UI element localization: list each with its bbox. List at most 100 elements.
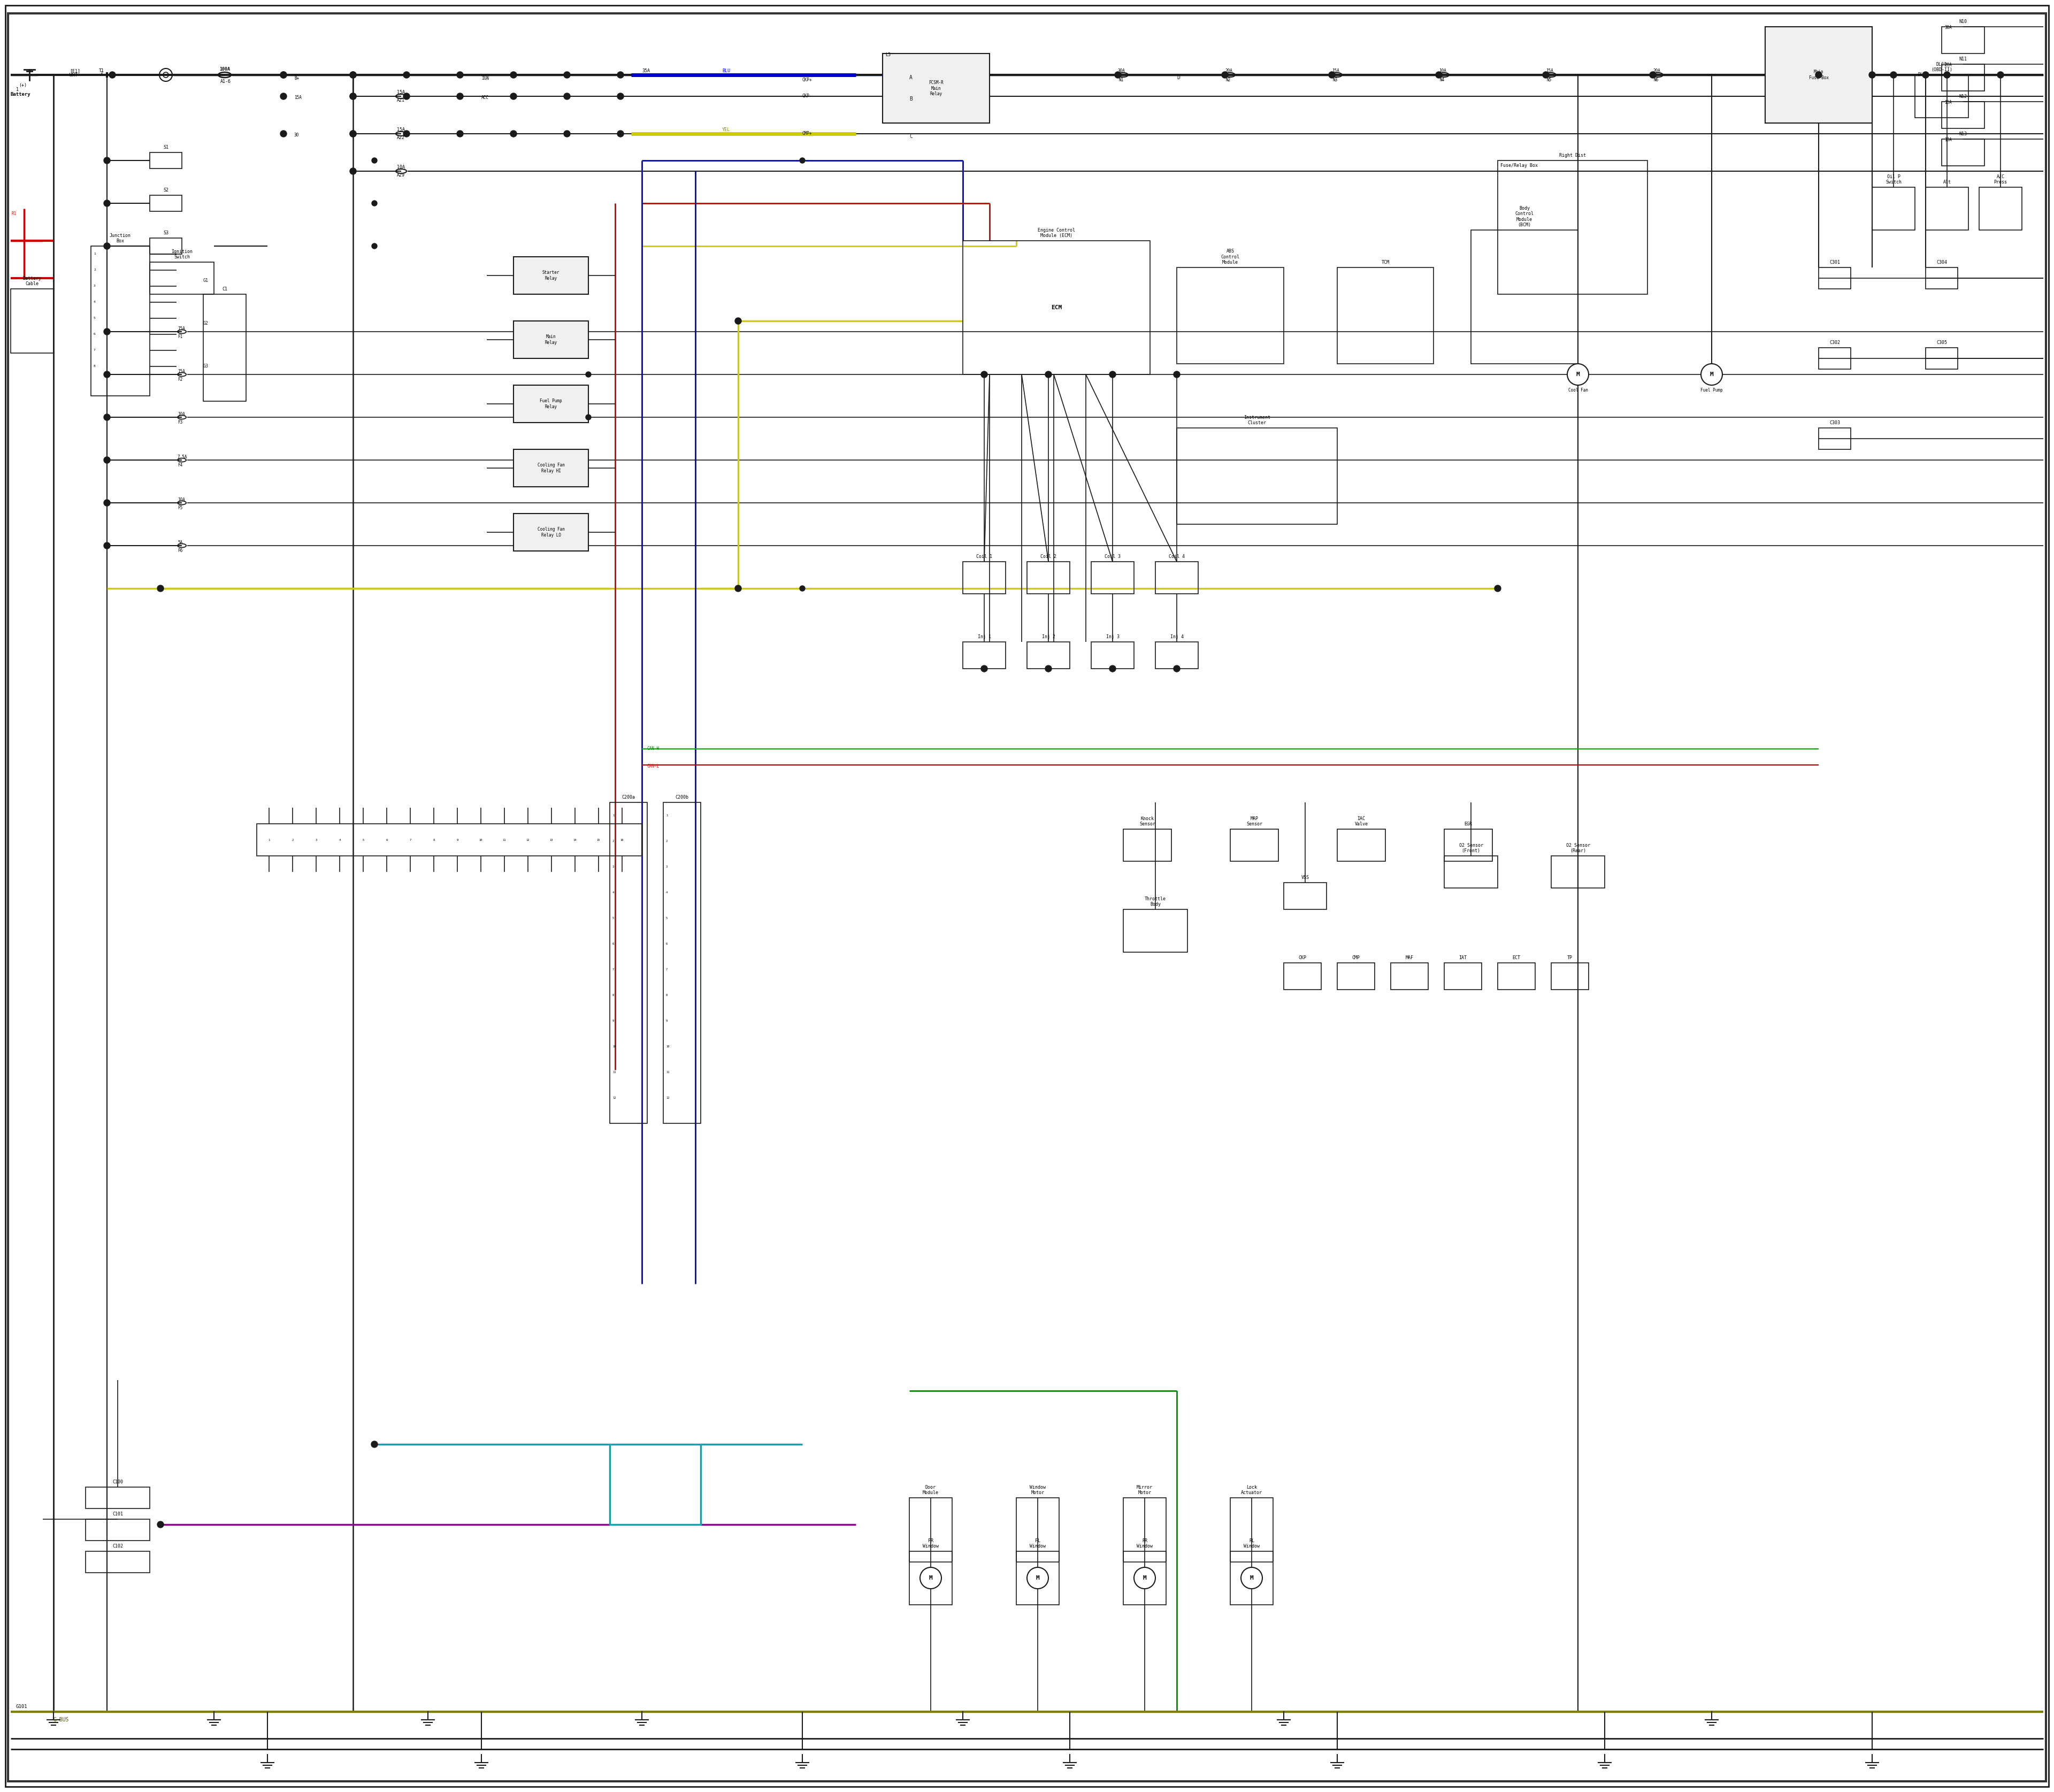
Text: N4: N4 — [1440, 77, 1444, 82]
Text: Coil 2: Coil 2 — [1041, 554, 1056, 559]
Text: N5: N5 — [1547, 77, 1553, 82]
Bar — [514, 450, 587, 487]
Circle shape — [1241, 1568, 1263, 1590]
Text: C200b: C200b — [676, 796, 688, 799]
Bar — [1284, 962, 1321, 989]
Text: ABS
Control
Module: ABS Control Module — [1220, 249, 1241, 265]
Text: A29: A29 — [396, 172, 405, 177]
Bar — [1124, 1552, 1167, 1606]
Bar — [1941, 27, 1984, 54]
Circle shape — [799, 586, 805, 591]
Bar — [1551, 857, 1604, 889]
Circle shape — [1173, 371, 1179, 378]
Text: Right Dist: Right Dist — [1559, 152, 1586, 158]
Bar — [963, 240, 1150, 375]
Text: 10A: 10A — [396, 165, 405, 170]
Text: 11: 11 — [503, 839, 505, 840]
Circle shape — [349, 168, 355, 174]
Circle shape — [920, 1568, 941, 1590]
Circle shape — [1329, 72, 1335, 79]
Text: Main
Fuse Box: Main Fuse Box — [1810, 70, 1828, 81]
Text: 15A: 15A — [177, 326, 185, 332]
Circle shape — [1109, 371, 1115, 378]
Text: Starter
Relay: Starter Relay — [542, 271, 559, 281]
Text: 16: 16 — [620, 839, 624, 840]
Bar — [910, 1498, 953, 1563]
Circle shape — [1996, 72, 2005, 79]
Bar — [610, 803, 647, 1124]
Bar — [1230, 830, 1278, 862]
Circle shape — [1567, 364, 1588, 385]
Circle shape — [585, 414, 592, 419]
Circle shape — [509, 93, 518, 100]
Bar — [1124, 830, 1171, 862]
Text: 1: 1 — [16, 88, 18, 91]
Text: C302: C302 — [1830, 340, 1840, 346]
Text: CKP-: CKP- — [803, 93, 811, 99]
Text: M: M — [1035, 1575, 1039, 1581]
Bar — [150, 152, 183, 168]
Text: C: C — [910, 134, 912, 140]
Text: F5: F5 — [177, 505, 183, 511]
Circle shape — [735, 586, 741, 591]
Text: RL
Window: RL Window — [1243, 1538, 1259, 1548]
Text: 20A: 20A — [1224, 68, 1232, 73]
Text: 10: 10 — [612, 1045, 616, 1048]
Text: G1: G1 — [203, 278, 210, 283]
Bar — [1337, 962, 1374, 989]
Bar — [1337, 267, 1434, 364]
Bar — [1818, 428, 1851, 450]
Bar — [86, 1552, 150, 1573]
Text: C303: C303 — [1830, 421, 1840, 425]
Circle shape — [1869, 72, 1875, 79]
Text: D: D — [1177, 75, 1179, 81]
Text: 100A: 100A — [220, 66, 230, 72]
Bar — [203, 294, 246, 401]
Circle shape — [456, 93, 464, 100]
Text: 10: 10 — [665, 1045, 670, 1048]
Circle shape — [1045, 371, 1052, 378]
Text: 10: 10 — [479, 839, 483, 840]
Text: 5A: 5A — [177, 539, 183, 545]
Text: 10A: 10A — [1440, 68, 1446, 73]
Bar — [1154, 561, 1197, 593]
Text: O2 Sensor
(Front): O2 Sensor (Front) — [1458, 842, 1483, 853]
Bar — [150, 195, 183, 211]
Text: CKP: CKP — [1298, 955, 1306, 961]
Text: Lock
Actuator: Lock Actuator — [1241, 1486, 1263, 1495]
Text: FR
Window: FR Window — [922, 1538, 939, 1548]
Text: ECM: ECM — [1052, 305, 1062, 310]
Text: 30A: 30A — [1945, 25, 1951, 30]
Bar — [1927, 348, 1957, 369]
Circle shape — [618, 72, 624, 79]
Text: FL
Window: FL Window — [1029, 1538, 1045, 1548]
Circle shape — [799, 158, 805, 163]
Text: A21: A21 — [396, 99, 405, 102]
Text: CKP+: CKP+ — [803, 77, 811, 82]
Circle shape — [372, 158, 378, 163]
Circle shape — [456, 131, 464, 136]
Circle shape — [1115, 72, 1121, 79]
Text: Window
Motor: Window Motor — [1029, 1486, 1045, 1495]
Bar — [514, 321, 587, 358]
Bar — [1941, 102, 1984, 129]
Text: CAN-H: CAN-H — [647, 745, 659, 751]
Text: 12: 12 — [526, 839, 530, 840]
Text: G2: G2 — [203, 321, 210, 326]
Text: S2: S2 — [162, 188, 168, 192]
Bar — [90, 246, 150, 396]
Text: 35A: 35A — [641, 68, 649, 73]
Text: 30A: 30A — [1117, 68, 1126, 73]
Circle shape — [1923, 72, 1929, 79]
Text: 13: 13 — [550, 839, 553, 840]
Text: Fuel Pump: Fuel Pump — [1701, 387, 1723, 392]
Text: A22: A22 — [396, 136, 405, 140]
Text: M: M — [1142, 1575, 1146, 1581]
Bar — [1017, 1498, 1060, 1563]
Text: DLC3
(OBD-II): DLC3 (OBD-II) — [1931, 63, 1953, 72]
Text: N1: N1 — [1119, 77, 1124, 82]
Circle shape — [1173, 665, 1179, 672]
Text: N6: N6 — [1653, 77, 1660, 82]
Text: G101: G101 — [16, 1704, 27, 1710]
Circle shape — [372, 201, 378, 206]
